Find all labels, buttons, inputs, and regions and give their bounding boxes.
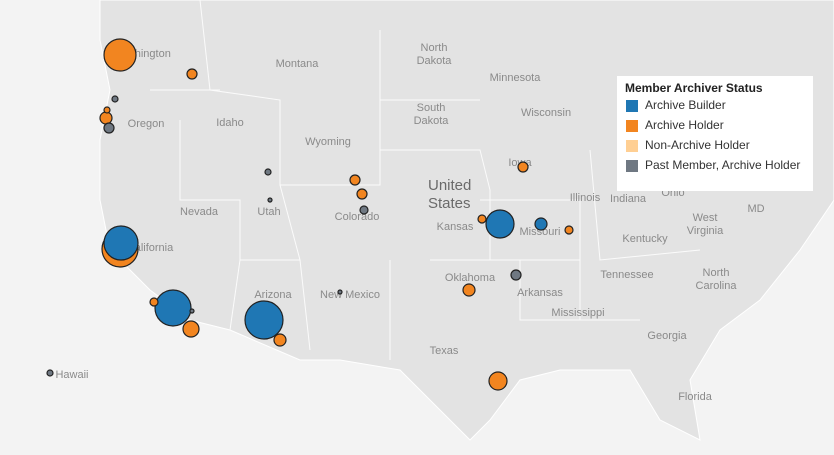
marker xyxy=(149,297,159,307)
map-label: Colorado xyxy=(335,211,380,223)
map-label: Nevada xyxy=(180,206,219,218)
marker xyxy=(356,188,368,200)
map-label: Utah xyxy=(257,206,280,218)
marker xyxy=(564,225,574,235)
marker xyxy=(267,197,273,203)
map-label: Kentucky xyxy=(622,233,668,245)
marker xyxy=(189,308,195,314)
legend-label: Non-Archive Holder xyxy=(645,138,750,152)
marker xyxy=(103,122,115,134)
marker xyxy=(103,106,111,114)
map-label: Minnesota xyxy=(490,72,542,84)
map-label: Arizona xyxy=(254,289,292,301)
legend-label: Past Member, Archive Holder xyxy=(645,158,800,172)
map-label: Virginia xyxy=(687,225,724,237)
marker xyxy=(111,95,119,103)
map-label: Idaho xyxy=(216,117,244,129)
map-label: Dakota xyxy=(414,115,450,127)
legend: Member Archiver Status Archive Builder Ar… xyxy=(617,76,813,191)
map-label: Florida xyxy=(678,391,713,403)
map-label: Illinois xyxy=(570,192,601,204)
map-label: Georgia xyxy=(647,330,687,342)
map-label: Wisconsin xyxy=(521,107,571,119)
map-label: New Mexico xyxy=(320,289,380,301)
marker xyxy=(264,168,272,176)
map-label: Wyoming xyxy=(305,136,351,148)
marker xyxy=(273,333,287,347)
legend-label: Archive Builder xyxy=(645,98,726,112)
legend-title: Member Archiver Status xyxy=(625,81,763,95)
marker xyxy=(534,217,548,231)
map-label: Texas xyxy=(430,345,459,357)
map-label: Tennessee xyxy=(600,269,653,281)
marker xyxy=(462,283,476,297)
marker xyxy=(477,214,487,224)
map-label: Missouri xyxy=(520,226,561,238)
marker xyxy=(103,38,137,72)
map-label: Dakota xyxy=(417,55,453,67)
map-label: South xyxy=(417,102,446,114)
marker xyxy=(244,300,284,340)
map-label: Hawaii xyxy=(55,369,88,381)
map-label: Kansas xyxy=(437,221,474,233)
legend-swatch xyxy=(626,120,638,132)
legend-swatch xyxy=(626,140,638,152)
marker xyxy=(510,269,522,281)
map-label: Mississippi xyxy=(551,307,604,319)
legend-label: Archive Holder xyxy=(645,118,724,132)
marker xyxy=(46,369,54,377)
map-label: Indiana xyxy=(610,193,647,205)
map-label: North xyxy=(421,42,448,54)
marker xyxy=(349,174,361,186)
map-label: Montana xyxy=(276,58,320,70)
marker xyxy=(182,320,200,338)
marker xyxy=(154,289,192,327)
map-label: MD xyxy=(747,203,764,215)
map-label: Oregon xyxy=(128,118,165,130)
marker xyxy=(186,68,198,80)
legend-swatch xyxy=(626,100,638,112)
marker xyxy=(99,111,113,125)
map-label: North xyxy=(703,267,730,279)
map-label: United xyxy=(428,177,471,194)
map-label: Oklahoma xyxy=(445,272,496,284)
map-label: States xyxy=(428,195,471,212)
marker xyxy=(103,225,139,261)
map-label: West xyxy=(693,212,718,224)
map-label: California xyxy=(127,242,174,254)
marker xyxy=(485,209,515,239)
marker xyxy=(337,289,343,295)
map-label: Carolina xyxy=(696,280,738,292)
marker xyxy=(488,371,508,391)
marker xyxy=(359,205,369,215)
marker xyxy=(517,161,529,173)
map-label: Arkansas xyxy=(517,287,563,299)
state-borders xyxy=(150,0,701,360)
legend-swatch xyxy=(626,160,638,172)
legend-box xyxy=(617,76,813,191)
